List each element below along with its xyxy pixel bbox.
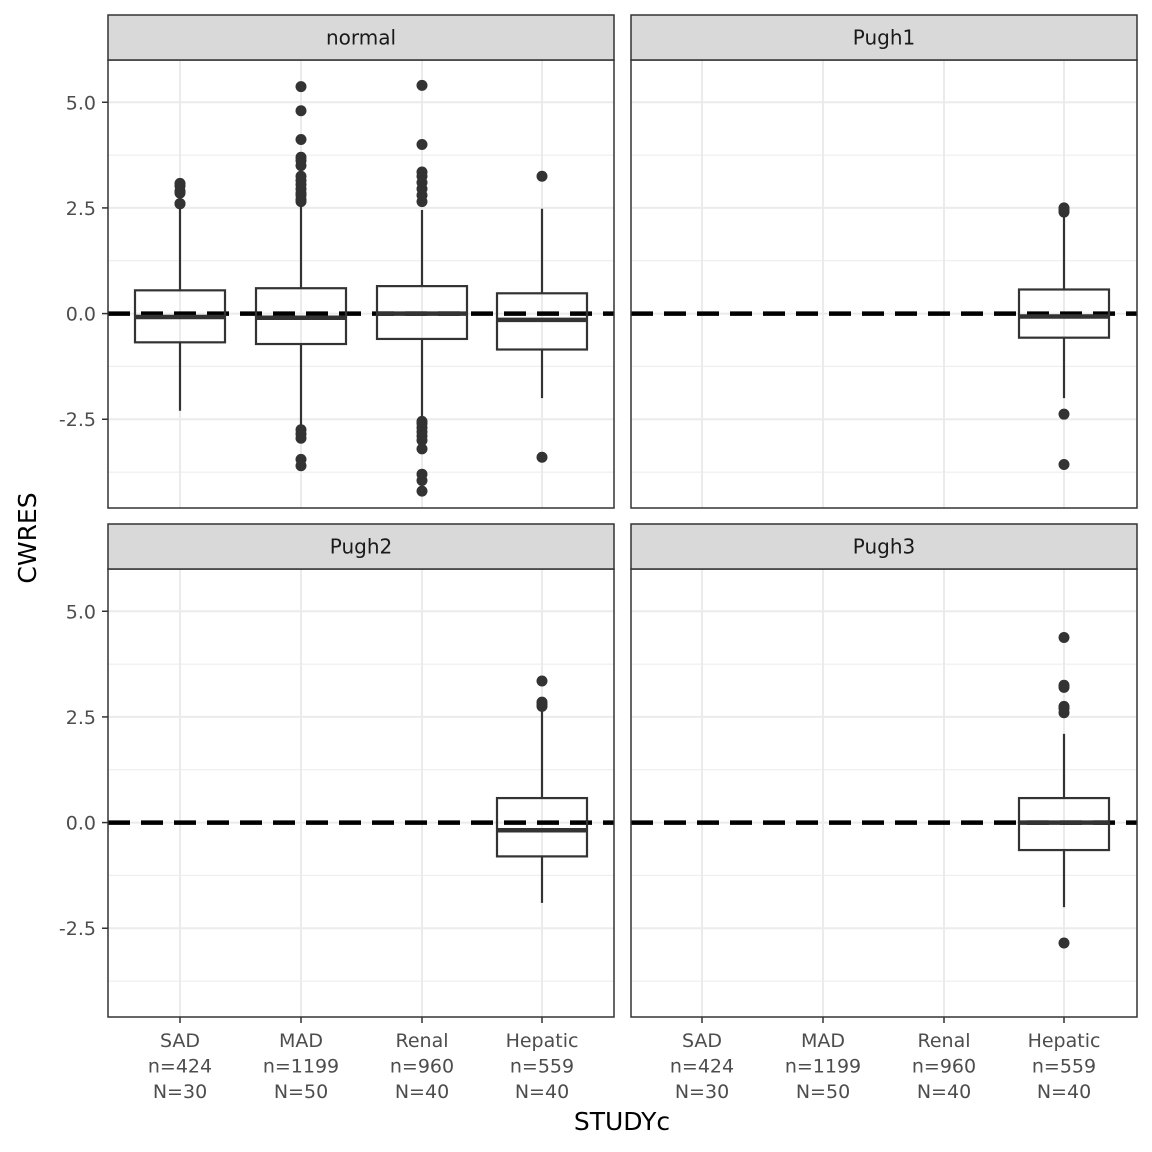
- y-axis-title: CWRES: [13, 492, 42, 583]
- outlier-point: [416, 434, 428, 446]
- box-renal: [375, 79, 469, 497]
- y-tick-label: 2.5: [66, 198, 96, 220]
- x-tick-label-mad: N=50: [796, 1081, 850, 1103]
- y-tick-label: 2.5: [66, 707, 96, 729]
- x-tick-label-mad: n=1199: [263, 1056, 339, 1078]
- y-tick-label: 5.0: [66, 601, 96, 623]
- panel-pugh3: Pugh3: [630, 523, 1138, 1018]
- x-axes: SAD n=424 N=30 MAD n=1199 N=50 Renal n=960 N=40 H…: [148, 1017, 1101, 1103]
- x-tick-label-hepatic: Hepatic: [1028, 1030, 1101, 1052]
- facet-label-normal: normal: [326, 26, 396, 50]
- facet-strip: [630, 14, 1138, 61]
- x-tick-label-hepatic: Hepatic: [506, 1030, 579, 1052]
- x-tick-label-renal: n=960: [390, 1056, 454, 1078]
- x-tick-label-sad: N=30: [153, 1081, 207, 1103]
- x-tick-label-mad: N=50: [274, 1081, 328, 1103]
- facet-strip: [107, 523, 615, 570]
- x-tick-label-mad: MAD: [279, 1030, 323, 1052]
- y-tick-label: -2.5: [59, 409, 96, 431]
- box-hepatic: [495, 170, 589, 463]
- x-tick-label-hepatic: N=40: [1037, 1081, 1091, 1103]
- outlier-point: [536, 170, 548, 182]
- outlier-point: [416, 485, 428, 497]
- outlier-point: [1058, 408, 1070, 420]
- outlier-point: [295, 460, 307, 472]
- y-tick-label: 5.0: [66, 92, 96, 114]
- outlier-point: [416, 79, 428, 91]
- panel-background: [631, 60, 1137, 508]
- outlier-point: [1058, 937, 1070, 949]
- outlier-point: [295, 133, 307, 145]
- x-tick-label-mad: n=1199: [785, 1056, 861, 1078]
- box-mad: [254, 81, 348, 472]
- box-hepatic: [495, 675, 589, 903]
- x-tick-label-sad: SAD: [160, 1030, 200, 1052]
- x-axis-pugh3: SAD n=424 N=30 MAD n=1199 N=50 Renal n=960 N=40 H…: [670, 1017, 1101, 1103]
- box-hepatic: [1017, 202, 1111, 470]
- x-tick-label-hepatic: n=559: [1032, 1056, 1096, 1078]
- x-tick-label-sad: n=424: [148, 1056, 212, 1078]
- outlier-point: [295, 105, 307, 117]
- outlier-point: [1058, 700, 1070, 712]
- outlier-point: [416, 139, 428, 151]
- x-tick-label-sad: n=424: [670, 1056, 734, 1078]
- outlier-point: [536, 675, 548, 687]
- x-tick-label-mad: MAD: [801, 1030, 845, 1052]
- x-tick-label-renal: Renal: [917, 1030, 970, 1052]
- x-tick-label-hepatic: n=559: [510, 1056, 574, 1078]
- outlier-point: [536, 696, 548, 708]
- box-iqr: [495, 796, 589, 858]
- x-tick-label-renal: N=40: [917, 1081, 971, 1103]
- x-tick-label-hepatic: N=40: [515, 1081, 569, 1103]
- x-tick-label-renal: N=40: [395, 1081, 449, 1103]
- outlier-point: [295, 151, 307, 163]
- y-tick-label: -2.5: [59, 918, 96, 940]
- box-hepatic: [1017, 631, 1111, 949]
- facet-strip: [630, 523, 1138, 570]
- facet-strip: [107, 14, 615, 61]
- outlier-point: [295, 81, 307, 93]
- panel-pugh1: Pugh1: [630, 14, 1138, 509]
- outlier-point: [1058, 202, 1070, 214]
- outlier-point: [295, 432, 307, 444]
- x-tick-label-sad: N=30: [675, 1081, 729, 1103]
- box-sad: [133, 177, 227, 411]
- facet-label-pugh1: Pugh1: [853, 26, 915, 50]
- outlier-point: [174, 177, 186, 189]
- outlier-point: [536, 451, 548, 463]
- panel-background: [108, 569, 614, 1017]
- facet-label-pugh3: Pugh3: [853, 535, 915, 559]
- outlier-point: [295, 170, 307, 182]
- x-tick-label-sad: SAD: [682, 1030, 722, 1052]
- outlier-point: [416, 443, 428, 455]
- outlier-point: [1058, 458, 1070, 470]
- x-axis-pugh2: SAD n=424 N=30 MAD n=1199 N=50 Renal n=960 N=40 H…: [148, 1017, 579, 1103]
- panel-pugh2: Pugh2: [107, 523, 615, 1018]
- panel-normal: normal: [107, 14, 615, 509]
- outlier-point: [174, 198, 186, 210]
- x-tick-label-renal: Renal: [395, 1030, 448, 1052]
- facet-label-pugh2: Pugh2: [330, 535, 392, 559]
- panel-background: [108, 60, 614, 508]
- outlier-point: [416, 166, 428, 178]
- y-axis-row-1: 5.0 2.5 0.0 -2.5: [59, 92, 108, 431]
- x-tick-label-renal: n=960: [912, 1056, 976, 1078]
- outlier-point: [416, 475, 428, 487]
- outlier-point: [1058, 631, 1070, 643]
- x-axis-title: STUDYc: [574, 1107, 670, 1136]
- y-axis-row-2: 5.0 2.5 0.0 -2.5: [59, 601, 108, 940]
- panel-background: [631, 569, 1137, 1017]
- y-axes: 5.0 2.5 0.0 -2.5 5.0 2.5 0.0 -2.5: [59, 92, 108, 940]
- y-tick-label: 0.0: [66, 813, 96, 835]
- outlier-point: [1058, 679, 1070, 691]
- box-iqr: [1017, 288, 1111, 339]
- y-tick-label: 0.0: [66, 304, 96, 326]
- facet-panels: normal Pugh1 Pugh2 Pugh3: [107, 14, 1138, 1018]
